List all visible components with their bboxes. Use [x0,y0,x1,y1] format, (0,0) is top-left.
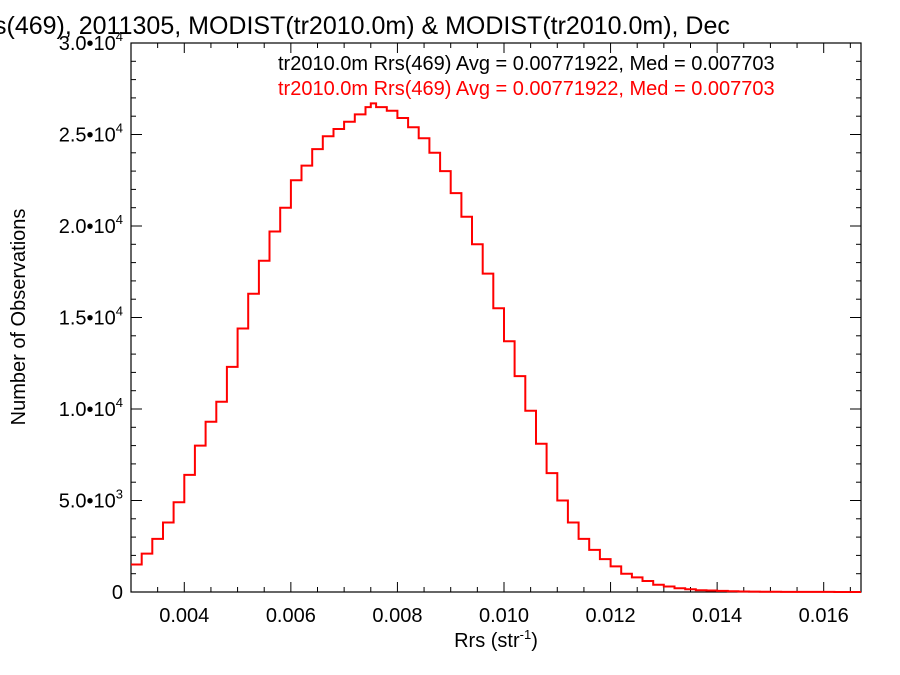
y-tick-mantissa: 3.0•10 [59,33,116,55]
y-tick-label: 5.0•103 [59,487,123,513]
y-tick-mantissa: 2.0•10 [59,216,116,238]
x-axis-label: Rrs (str-1) [454,627,538,652]
y-tick-label: 1.5•104 [59,304,123,330]
y-tick-mantissa: 0 [112,582,123,604]
y-tick-exponent: 4 [116,212,123,227]
x-tick-label: 0.012 [586,605,636,627]
plot-frame [130,42,862,593]
x-tick-label: 0.004 [159,605,209,627]
y-tick-exponent: 3 [116,487,123,502]
y-axis-label: Number of Observations [8,209,30,426]
x-tick-label: 0.016 [799,605,849,627]
y-tick-mantissa: 2.5•10 [59,125,116,147]
x-tick-label: 0.006 [266,605,316,627]
y-tick-label: 2.0•104 [59,212,123,238]
y-tick-label: 1.0•104 [59,395,123,421]
y-tick-mantissa: 1.0•10 [59,399,116,421]
y-tick-label: 3.0•104 [59,29,123,55]
x-tick-label: 0.008 [372,605,422,627]
y-tick-label: 0 [112,582,123,604]
x-axis-label-close: ) [531,630,538,652]
x-tick-label: 0.014 [692,605,742,627]
y-tick-exponent: 4 [116,304,123,319]
x-tick-label: 0.010 [479,605,529,627]
y-tick-label: 2.5•104 [59,121,123,147]
histogram-series-line [131,102,861,593]
legend-entry-1: tr2010.0m Rrs(469) Avg = 0.00771922, Med… [278,53,775,75]
y-tick-exponent: 4 [116,29,123,44]
x-axis-label-sup: -1 [520,627,532,642]
legend-entry-2: tr2010.0m Rrs(469) Avg = 0.00771922, Med… [278,78,775,100]
y-tick-exponent: 4 [116,121,123,136]
y-tick-mantissa: 1.5•10 [59,308,116,330]
y-tick-mantissa: 5.0•10 [59,491,116,513]
x-axis: 0.004 0.006 0.008 0.010 0.012 0.014 0.016 [130,43,851,627]
y-axis: 05.0•1031.0•1041.5•1042.0•1042.5•1043.0•… [59,29,861,604]
y-tick-exponent: 4 [116,395,123,410]
chart-title: s(469), 2011305, MODIST(tr2010.0m) & MOD… [0,12,730,40]
x-axis-label-main: Rrs (str [454,630,520,652]
